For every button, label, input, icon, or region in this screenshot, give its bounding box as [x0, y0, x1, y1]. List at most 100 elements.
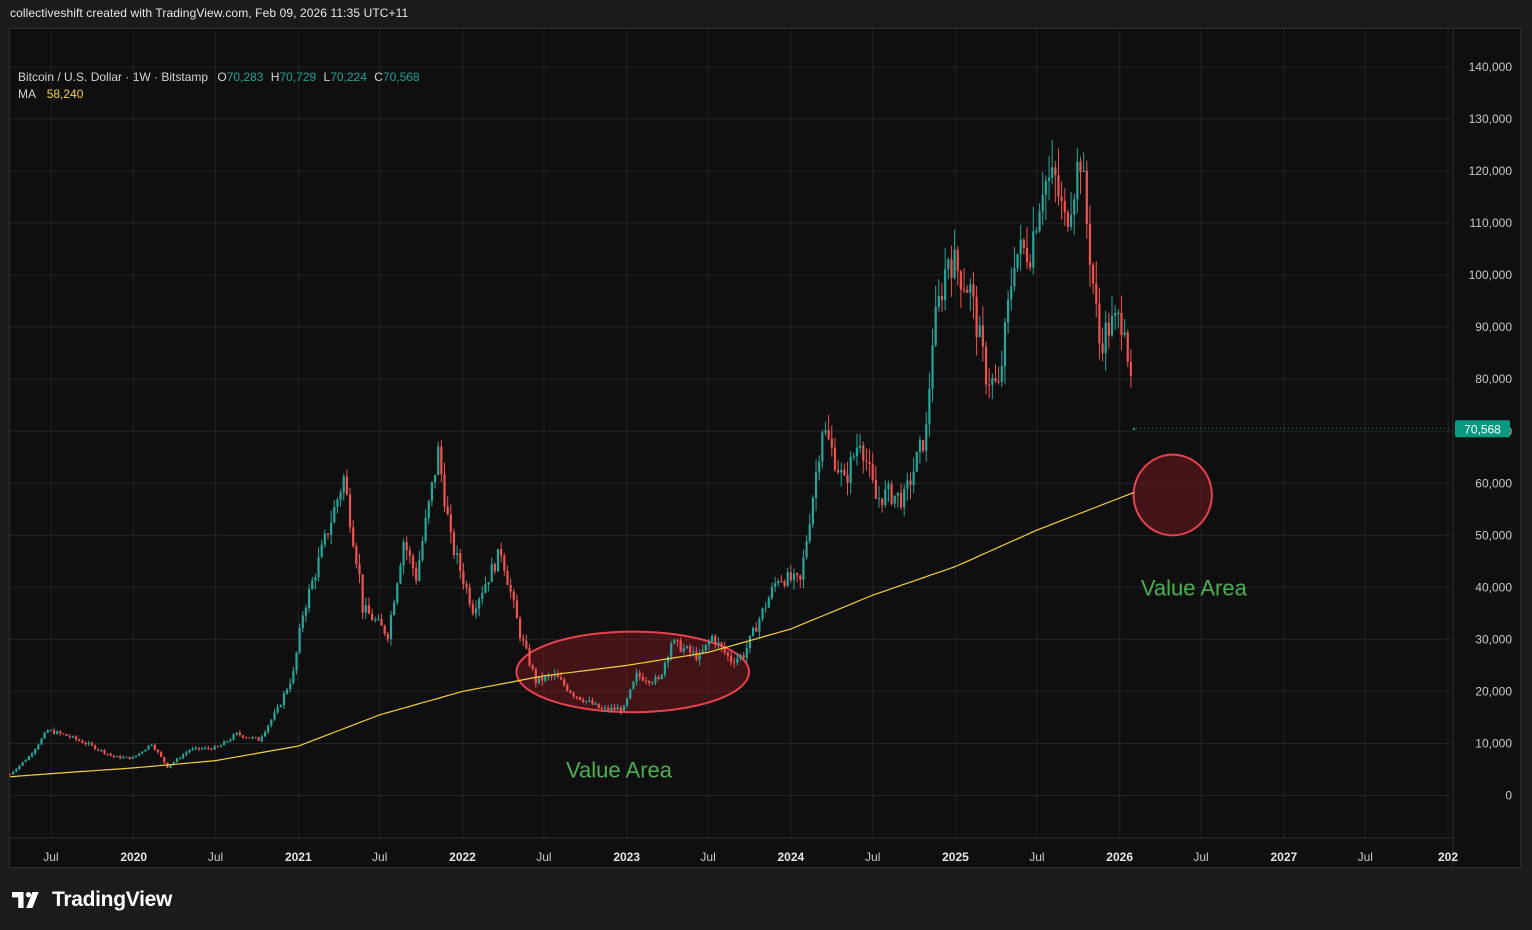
candle-body — [770, 587, 774, 598]
candle-body — [197, 747, 201, 750]
candle-body — [188, 749, 191, 753]
candle-body — [352, 527, 355, 547]
candle-body — [1098, 303, 1101, 344]
candle-body — [62, 733, 65, 735]
candle-body — [103, 750, 106, 754]
candle-body — [109, 754, 112, 756]
candle-body — [679, 640, 682, 652]
candle-body — [238, 732, 241, 736]
close-label: C — [374, 70, 383, 84]
candle-body — [1085, 170, 1088, 224]
candle-body — [755, 627, 758, 632]
candle-body — [890, 483, 893, 504]
ma-row: MA 58,240 — [18, 86, 420, 103]
candle-body — [1063, 200, 1066, 213]
candle-body — [654, 677, 657, 683]
candle-body — [877, 498, 881, 500]
candle-body — [881, 498, 884, 506]
candle-body — [487, 581, 490, 585]
candle-body — [1025, 247, 1029, 263]
candle-body — [1057, 175, 1060, 197]
candle-body — [21, 762, 24, 766]
candle-body — [657, 677, 660, 679]
candle-body — [912, 471, 915, 486]
candle-body — [402, 542, 405, 566]
value-area-ellipses — [515, 453, 1213, 714]
candle-body — [71, 736, 75, 738]
time-tick-label: Jul — [1193, 850, 1208, 864]
candle-body — [298, 628, 301, 653]
candle-body — [1104, 322, 1107, 354]
candle-body — [928, 388, 931, 425]
low-label: L — [323, 70, 331, 84]
candle-body — [774, 583, 777, 588]
candle-body — [84, 742, 87, 745]
candle-body — [522, 638, 525, 641]
candle-body — [666, 656, 670, 663]
price-tick-label: 10,000 — [1475, 736, 1512, 750]
candle-body — [178, 758, 182, 760]
candle-body — [465, 584, 468, 588]
candle-body — [433, 474, 437, 483]
candle-body — [235, 732, 238, 735]
candle-body — [644, 680, 648, 682]
chart-panel[interactable] — [9, 28, 1521, 868]
candle-body — [796, 573, 799, 576]
candle-body — [953, 249, 956, 278]
candle-body — [534, 669, 537, 684]
candle-body — [115, 756, 119, 758]
price-tick-label: 60,000 — [1475, 476, 1512, 490]
candle-body — [112, 755, 116, 758]
candle-body — [1123, 332, 1126, 335]
candle-body — [301, 615, 304, 629]
candle-body — [411, 555, 415, 569]
candle-body — [493, 564, 496, 572]
candle-body — [169, 764, 172, 768]
candle-body — [267, 725, 270, 732]
candle-body — [1038, 211, 1041, 232]
value-area-annotation[interactable]: Value Area — [566, 757, 673, 782]
time-tick-label: Jul — [1358, 850, 1373, 864]
candle-body — [241, 735, 245, 738]
candle-body — [408, 550, 411, 556]
candle-body — [802, 557, 805, 580]
candle-body — [887, 483, 890, 490]
candle-body — [147, 745, 150, 750]
candle-body — [137, 753, 141, 756]
time-tick-label: 2024 — [777, 850, 804, 864]
candle-body — [578, 696, 581, 700]
price-tick-label: 0 — [1505, 789, 1512, 803]
candle-body — [918, 440, 922, 453]
candle-body — [638, 672, 641, 677]
value-area-ellipse[interactable] — [1132, 453, 1213, 537]
candle-body — [685, 646, 689, 649]
time-tick-label: 2021 — [285, 850, 312, 864]
candle-body — [405, 542, 408, 551]
candle-body — [597, 703, 600, 709]
candle-body — [1107, 322, 1110, 336]
value-area-annotation[interactable]: Value Area — [1141, 575, 1248, 600]
candle-body — [248, 737, 251, 739]
candle-body — [821, 432, 824, 462]
price-tick-label: 110,000 — [1470, 216, 1513, 230]
candle-body — [868, 461, 871, 465]
candle-body — [282, 693, 286, 706]
candle-body — [934, 306, 937, 346]
value-area-ellipse[interactable] — [515, 630, 751, 714]
candle-body — [836, 469, 840, 473]
candle-body — [988, 384, 991, 386]
candle-body — [43, 732, 46, 739]
chart-header-credit: collectiveshift created with TradingView… — [10, 6, 409, 20]
candle-body — [223, 741, 226, 746]
candle-body — [122, 757, 125, 759]
candle-body — [814, 472, 818, 498]
candle-body — [462, 570, 465, 585]
candle-body — [131, 757, 134, 759]
candle-body — [415, 568, 418, 581]
candle-body — [263, 731, 267, 737]
price-tick-label: 90,000 — [1475, 320, 1512, 334]
candle-body — [386, 633, 389, 640]
candle-body — [134, 755, 138, 758]
moving-average-line — [9, 491, 1135, 778]
